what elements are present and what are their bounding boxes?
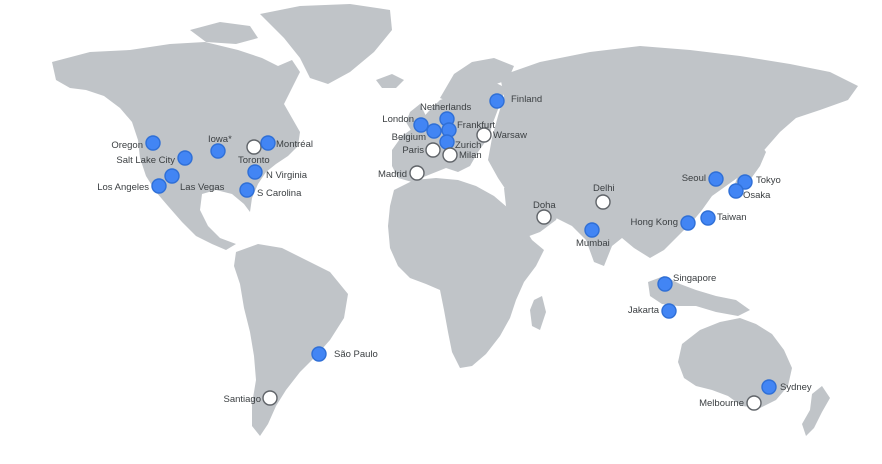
region-label-singapore: Singapore (673, 273, 716, 284)
land-arctic-islands (190, 22, 258, 44)
region-marker-sao-paulo[interactable] (311, 346, 327, 362)
region-marker-doha[interactable] (536, 209, 552, 225)
region-label-los-angeles: Los Angeles (97, 182, 149, 193)
region-label-warsaw: Warsaw (493, 130, 527, 141)
region-marker-montreal[interactable] (260, 135, 276, 151)
land-australia (678, 318, 792, 408)
region-marker-madrid[interactable] (409, 165, 425, 181)
region-label-belgium: Belgium (392, 132, 426, 143)
land-iceland (376, 74, 404, 88)
region-marker-singapore[interactable] (657, 276, 673, 292)
region-label-santiago: Santiago (223, 394, 261, 405)
region-label-london: London (382, 114, 414, 125)
region-label-jakarta: Jakarta (628, 305, 660, 316)
region-marker-milan[interactable] (442, 147, 458, 163)
land-south-america (234, 244, 348, 436)
region-marker-hong-kong[interactable] (680, 215, 696, 231)
region-marker-toronto[interactable] (246, 139, 262, 155)
region-marker-sydney[interactable] (761, 379, 777, 395)
region-marker-las-vegas[interactable] (164, 168, 180, 184)
land-asia (488, 46, 858, 266)
region-label-sydney: Sydney (780, 382, 812, 393)
region-label-seoul: Seoul (682, 173, 706, 184)
region-marker-mumbai[interactable] (584, 222, 600, 238)
region-marker-zurich[interactable] (439, 134, 455, 150)
label-layer: Oregon Salt Lake City Los Angeles Las Vegas… (97, 94, 812, 409)
land-scandinavia (440, 58, 514, 106)
region-marker-los-angeles[interactable] (151, 178, 167, 194)
land-se-asia-islands (648, 276, 750, 316)
region-label-las-vegas: Las Vegas (180, 182, 225, 193)
region-label-montreal: Montréal (276, 139, 313, 150)
region-label-sao-paulo: São Paulo (334, 349, 378, 360)
region-label-madrid: Madrid (378, 169, 407, 180)
region-label-frankfurt: Frankfurt (457, 120, 495, 131)
region-marker-salt-lake-city[interactable] (177, 150, 193, 166)
region-label-doha: Doha (533, 200, 556, 211)
region-marker-warsaw[interactable] (476, 127, 492, 143)
region-marker-osaka[interactable] (728, 183, 744, 199)
region-marker-delhi[interactable] (595, 194, 611, 210)
land-madagascar (530, 296, 546, 330)
region-label-melbourne: Melbourne (699, 398, 744, 409)
region-label-oregon: Oregon (111, 140, 143, 151)
region-label-taiwan: Taiwan (717, 212, 747, 223)
land-greenland (260, 4, 392, 84)
region-marker-seoul[interactable] (708, 171, 724, 187)
region-marker-s-carolina[interactable] (239, 182, 255, 198)
region-marker-tokyo[interactable] (737, 174, 753, 190)
region-marker-taiwan[interactable] (700, 210, 716, 226)
region-marker-oregon[interactable] (145, 135, 161, 151)
region-label-milan: Milan (459, 150, 482, 161)
region-label-zurich: Zurich (455, 140, 481, 151)
region-marker-iowa[interactable] (210, 143, 226, 159)
region-label-iowa: Iowa* (208, 134, 232, 145)
land-africa (388, 178, 544, 368)
region-label-salt-lake-city: Salt Lake City (116, 155, 175, 166)
region-label-paris: Paris (402, 145, 424, 156)
region-label-osaka: Osaka (743, 190, 771, 201)
region-label-netherlands: Netherlands (420, 102, 471, 113)
region-marker-n-virginia[interactable] (247, 164, 263, 180)
region-label-delhi: Delhi (593, 183, 615, 194)
region-label-mumbai: Mumbai (576, 238, 610, 249)
land-new-zealand (802, 386, 830, 436)
region-label-n-virginia: N Virginia (266, 170, 308, 181)
land-layer (52, 4, 858, 436)
region-marker-melbourne[interactable] (746, 395, 762, 411)
land-north-america (52, 42, 300, 250)
region-label-tokyo: Tokyo (756, 175, 781, 186)
marker-layer (145, 93, 777, 411)
region-marker-finland[interactable] (489, 93, 505, 109)
region-label-finland: Finland (511, 94, 542, 105)
region-marker-jakarta[interactable] (661, 303, 677, 319)
region-marker-london[interactable] (413, 117, 429, 133)
region-marker-paris[interactable] (425, 142, 441, 158)
region-marker-santiago[interactable] (262, 390, 278, 406)
region-label-s-carolina: S Carolina (257, 188, 302, 199)
region-marker-belgium[interactable] (426, 123, 442, 139)
region-label-hong-kong: Hong Kong (630, 217, 678, 228)
region-label-toronto: Toronto (238, 155, 270, 166)
